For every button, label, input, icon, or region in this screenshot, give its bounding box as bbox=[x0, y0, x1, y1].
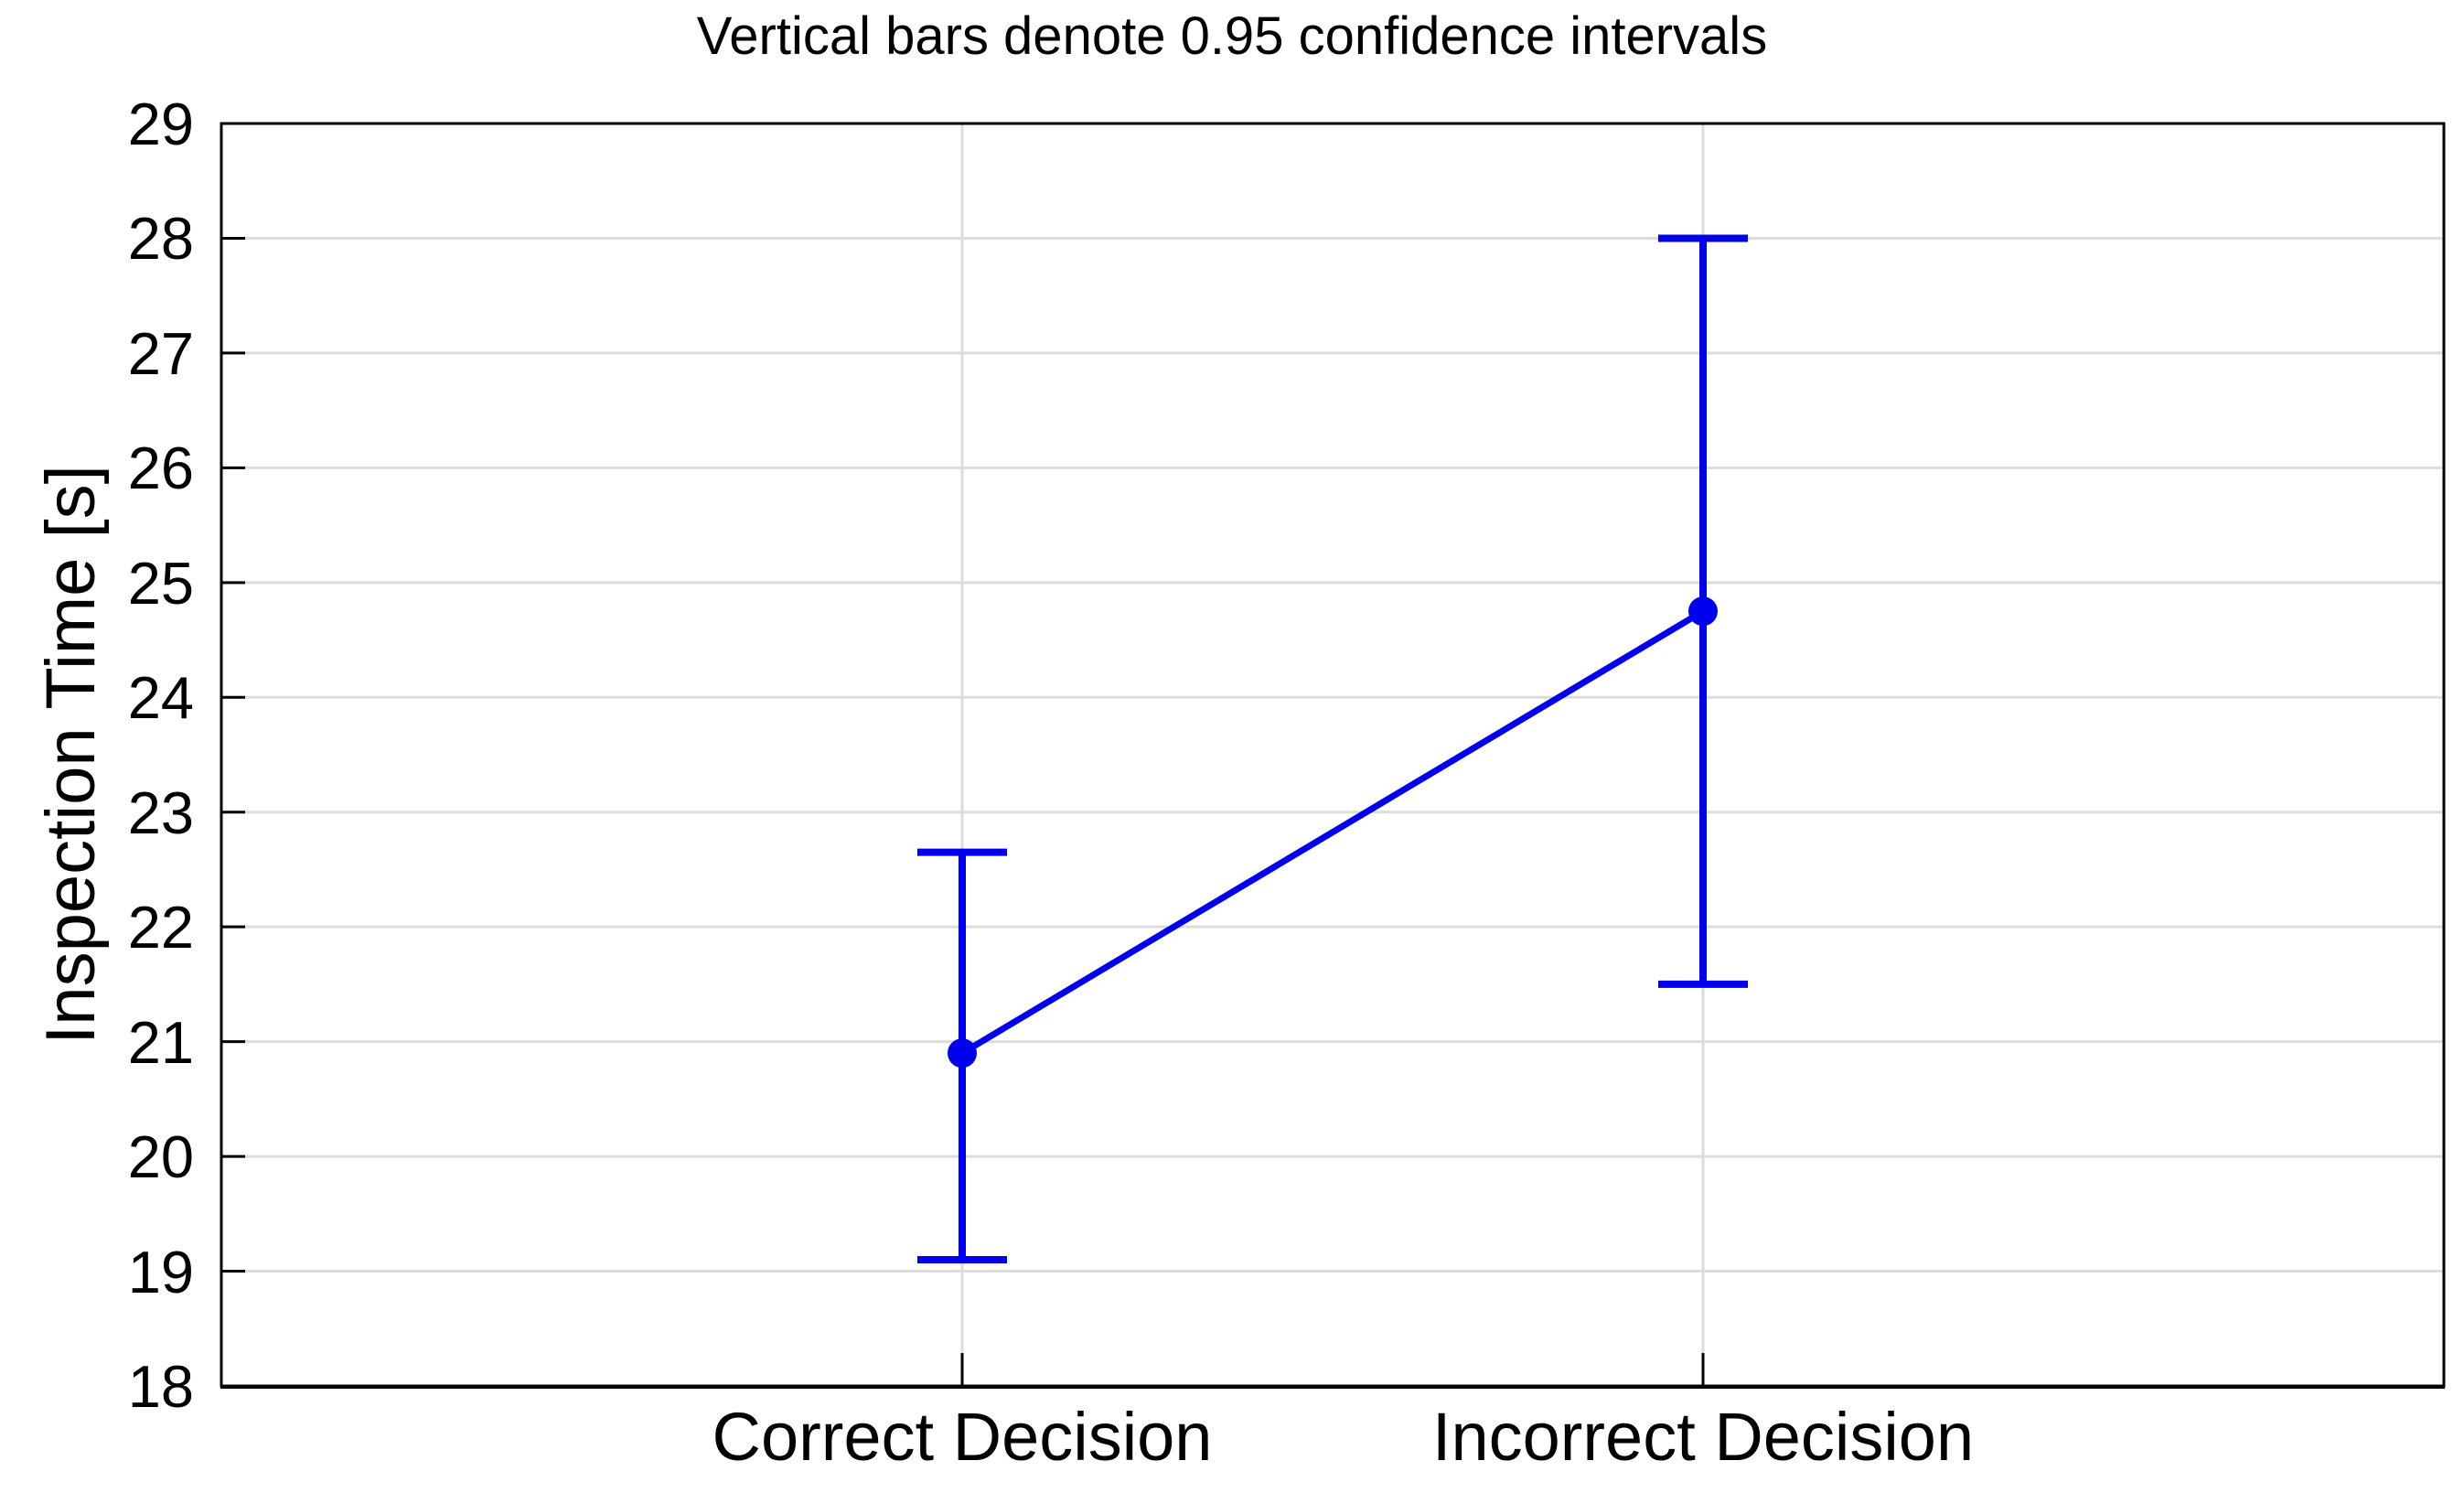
x-tick-label-correct-decision: Correct Decision bbox=[712, 1399, 1213, 1475]
y-tick-label: 27 bbox=[127, 319, 194, 387]
y-tick-label: 25 bbox=[127, 549, 194, 617]
data-point bbox=[1688, 596, 1718, 627]
y-tick-label: 24 bbox=[127, 664, 194, 732]
y-tick-label: 23 bbox=[127, 779, 194, 846]
y-tick-label: 19 bbox=[127, 1238, 194, 1305]
y-tick-label: 20 bbox=[127, 1123, 194, 1191]
x-tick-label-incorrect-decision: Incorrect Decision bbox=[1431, 1399, 1975, 1475]
y-tick-label: 22 bbox=[127, 894, 194, 961]
y-tick-label: 28 bbox=[127, 205, 194, 273]
series-line bbox=[960, 608, 1705, 1057]
y-tick-label: 18 bbox=[127, 1353, 194, 1420]
y-tick-label: 29 bbox=[127, 91, 194, 157]
plot-border bbox=[220, 122, 2446, 1388]
y-tick-label: 26 bbox=[127, 435, 194, 502]
chart-title: Vertical bars denote 0.95 confidence int… bbox=[696, 6, 1768, 66]
y-tick-label: 21 bbox=[127, 1008, 194, 1076]
data-point bbox=[948, 1038, 977, 1069]
